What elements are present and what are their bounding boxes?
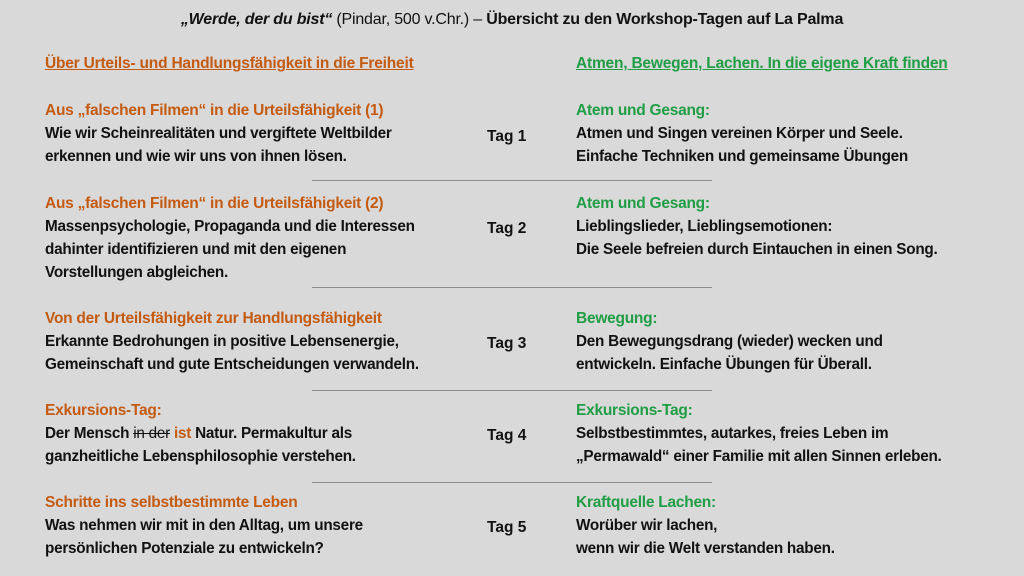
- struck-text: in der: [133, 425, 170, 442]
- text-segment: Natur. Permakultur als: [191, 425, 352, 442]
- title-source: (Pindar, 500 v.Chr.) –: [332, 11, 487, 28]
- day-3-left-line: Erkannte Bedrohungen in positive Lebense…: [45, 333, 399, 350]
- day-3-right-line: entwickeln. Einfache Übungen für Überall…: [576, 356, 872, 373]
- day-5-left: Schritte ins selbstbestimmte Leben Was n…: [45, 491, 363, 560]
- day-5-right: Kraftquelle Lachen: Worüber wir lachen, …: [576, 491, 835, 560]
- day-3-tag: Tag 3: [487, 335, 527, 352]
- day-5-left-heading: Schritte ins selbstbestimmte Leben: [45, 494, 298, 511]
- slide-title: „Werde, der du bist“ (Pindar, 500 v.Chr.…: [0, 11, 1024, 29]
- day-1-left-line: Wie wir Scheinrealitäten und vergiftete …: [45, 125, 392, 142]
- day-1-right-line: Atmen und Singen vereinen Körper und See…: [576, 125, 903, 142]
- day-4-left-line: ganzheitliche Lebensphilosophie verstehe…: [45, 448, 356, 465]
- day-2-right-line: Lieblingslieder, Lieblingsemotionen:: [576, 218, 833, 235]
- day-2-left-heading: Aus „falschen Filmen“ in die Urteilsfähi…: [45, 195, 384, 212]
- day-2-left-line: dahinter identifizieren und mit den eige…: [45, 241, 347, 258]
- day-4-right-line: „Permawald“ einer Familie mit allen Sinn…: [576, 448, 942, 465]
- day-2-left-line: Massenpsychologie, Propaganda und die In…: [45, 218, 415, 235]
- day-3-left-heading: Von der Urteilsfähigkeit zur Handlungsfä…: [45, 310, 382, 327]
- divider: [312, 287, 712, 288]
- day-3-left: Von der Urteilsfähigkeit zur Handlungsfä…: [45, 307, 419, 376]
- day-3-right-heading: Bewegung:: [576, 310, 658, 327]
- divider: [312, 180, 712, 181]
- inserted-text: ist: [173, 425, 192, 442]
- day-1-left-line: erkennen und wie wir uns von ihnen lösen…: [45, 148, 347, 165]
- divider: [312, 390, 712, 391]
- day-4-right-heading: Exkursions-Tag:: [576, 402, 693, 419]
- day-4-left: Exkursions-Tag: Der Mensch in der ist Na…: [45, 399, 356, 468]
- day-1-right: Atem und Gesang: Atmen und Singen verein…: [576, 99, 908, 168]
- day-3-right-line: Den Bewegungsdrang (wieder) wecken und: [576, 333, 883, 350]
- right-column-header: Atmen, Bewegen, Lachen. In die eigene Kr…: [576, 55, 948, 72]
- day-5-tag: Tag 5: [487, 519, 527, 536]
- day-3-right: Bewegung: Den Bewegungsdrang (wieder) we…: [576, 307, 883, 376]
- day-2-right-line: Die Seele befreien durch Eintauchen in e…: [576, 241, 938, 258]
- day-5-right-line: Worüber wir lachen,: [576, 517, 718, 534]
- day-5-right-line: wenn wir die Welt verstanden haben.: [576, 540, 835, 557]
- day-4-left-line: Der Mensch in der ist Natur. Permakultur…: [45, 422, 356, 445]
- title-main: Übersicht zu den Workshop-Tagen auf La P…: [486, 11, 844, 28]
- day-1-left: Aus „falschen Filmen“ in die Urteilsfähi…: [45, 99, 392, 168]
- day-3-left-line: Gemeinschaft und gute Entscheidungen ver…: [45, 356, 419, 373]
- day-2-right: Atem und Gesang: Lieblingslieder, Liebli…: [576, 192, 938, 261]
- day-1-tag: Tag 1: [487, 128, 527, 145]
- day-1-right-heading: Atem und Gesang:: [576, 102, 710, 119]
- day-1-left-heading: Aus „falschen Filmen“ in die Urteilsfähi…: [45, 102, 384, 119]
- left-column-header: Über Urteils- und Handlungsfähigkeit in …: [45, 55, 414, 72]
- day-4-right: Exkursions-Tag: Selbstbestimmtes, autark…: [576, 399, 942, 468]
- day-5-right-heading: Kraftquelle Lachen:: [576, 494, 716, 511]
- day-1-right-line: Einfache Techniken und gemeinsame Übunge…: [576, 148, 909, 165]
- day-4-right-line: Selbstbestimmtes, autarkes, freies Leben…: [576, 425, 889, 442]
- day-5-left-line: persönlichen Potenziale zu entwickeln?: [45, 540, 324, 557]
- divider: [312, 482, 712, 483]
- day-4-left-heading: Exkursions-Tag:: [45, 402, 162, 419]
- day-2-left-line: Vorstellungen abgleichen.: [45, 264, 229, 281]
- day-5-left-line: Was nehmen wir mit in den Alltag, um uns…: [45, 517, 363, 534]
- title-quote: „Werde, der du bist“: [180, 11, 333, 28]
- day-2-right-heading: Atem und Gesang:: [576, 195, 710, 212]
- text-segment: Der Mensch: [45, 425, 134, 442]
- day-2-left: Aus „falschen Filmen“ in die Urteilsfähi…: [45, 192, 415, 284]
- day-4-tag: Tag 4: [487, 427, 527, 444]
- day-2-tag: Tag 2: [487, 220, 527, 237]
